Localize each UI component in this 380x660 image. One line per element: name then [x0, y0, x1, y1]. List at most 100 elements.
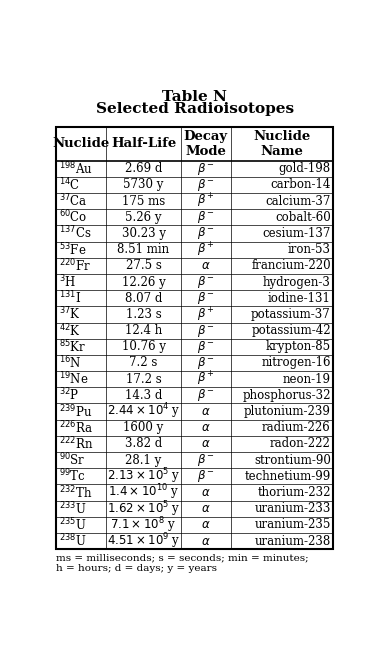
Text: $^{90}$Sr: $^{90}$Sr [59, 452, 85, 469]
Text: $^{37}$K: $^{37}$K [59, 306, 81, 323]
Text: 1600 y: 1600 y [124, 421, 164, 434]
Text: $^{238}$U: $^{238}$U [59, 533, 86, 550]
Text: iodine-131: iodine-131 [268, 292, 331, 305]
Text: $\alpha$: $\alpha$ [201, 502, 211, 515]
Text: nitrogen-16: nitrogen-16 [261, 356, 331, 370]
Text: 14.3 d: 14.3 d [125, 389, 162, 402]
Text: neon-19: neon-19 [283, 373, 331, 385]
Text: $\beta^-$: $\beta^-$ [197, 339, 215, 355]
Text: 2.69 d: 2.69 d [125, 162, 162, 175]
Text: radium-226: radium-226 [262, 421, 331, 434]
Text: potassium-37: potassium-37 [251, 308, 331, 321]
Text: $^{239}$Pu: $^{239}$Pu [59, 403, 92, 420]
Text: 1.23 s: 1.23 s [126, 308, 162, 321]
Text: cesium-137: cesium-137 [263, 227, 331, 240]
Text: phosphorus-32: phosphorus-32 [242, 389, 331, 402]
Text: $\alpha$: $\alpha$ [201, 405, 211, 418]
Text: $\alpha$: $\alpha$ [201, 421, 211, 434]
Text: Selected Radioisotopes: Selected Radioisotopes [96, 102, 294, 116]
Text: Table N: Table N [162, 90, 227, 104]
Text: 27.5 s: 27.5 s [126, 259, 162, 273]
Text: 17.2 s: 17.2 s [126, 373, 162, 385]
Text: $^{85}$Kr: $^{85}$Kr [59, 339, 86, 355]
Text: $^{53}$Fe: $^{53}$Fe [59, 242, 86, 258]
Text: ms = milliseconds; s = seconds; min = minutes;
h = hours; d = days; y = years: ms = milliseconds; s = seconds; min = mi… [56, 553, 309, 573]
Text: $\alpha$: $\alpha$ [201, 535, 211, 548]
Text: 5730 y: 5730 y [124, 178, 164, 191]
Text: krypton-85: krypton-85 [266, 341, 331, 353]
Text: gold-198: gold-198 [279, 162, 331, 175]
Text: $\beta^-$: $\beta^-$ [197, 323, 215, 339]
Text: $\beta^-$: $\beta^-$ [197, 387, 215, 403]
Text: $\beta^-$: $\beta^-$ [197, 452, 215, 468]
Text: 175 ms: 175 ms [122, 195, 165, 207]
Text: plutonium-239: plutonium-239 [244, 405, 331, 418]
Text: 12.26 y: 12.26 y [122, 275, 165, 288]
Text: $^{131}$I: $^{131}$I [59, 290, 81, 306]
Text: strontium-90: strontium-90 [254, 453, 331, 467]
Text: 12.4 h: 12.4 h [125, 324, 162, 337]
Text: $^{32}$P: $^{32}$P [59, 387, 79, 404]
Bar [56, 127, 333, 549]
Text: $2.13 \times 10^5$ y: $2.13 \times 10^5$ y [107, 467, 180, 486]
Text: $\alpha$: $\alpha$ [201, 438, 211, 451]
Text: $^{232}$Th: $^{232}$Th [59, 484, 92, 501]
Text: $^{14}$C: $^{14}$C [59, 176, 80, 193]
Text: thorium-232: thorium-232 [257, 486, 331, 499]
Text: $^{99}$Tc: $^{99}$Tc [59, 468, 86, 484]
Text: Decay
Mode: Decay Mode [184, 130, 228, 158]
Text: 7.2 s: 7.2 s [129, 356, 158, 370]
Text: $\beta^-$: $\beta^-$ [197, 355, 215, 371]
Text: $\beta^+$: $\beta^+$ [197, 370, 215, 388]
Text: $^{42}$K: $^{42}$K [59, 322, 81, 339]
Text: calcium-37: calcium-37 [266, 195, 331, 207]
Text: $2.44 \times 10^4$ y: $2.44 \times 10^4$ y [107, 402, 180, 421]
Text: $^{226}$Ra: $^{226}$Ra [59, 420, 92, 436]
Text: $4.51 \times 10^9$ y: $4.51 \times 10^9$ y [107, 531, 180, 551]
Text: $\beta^+$: $\beta^+$ [197, 240, 215, 259]
Text: 3.82 d: 3.82 d [125, 438, 162, 451]
Text: $\beta^-$: $\beta^-$ [197, 290, 215, 306]
Text: $^{37}$Ca: $^{37}$Ca [59, 193, 87, 209]
Text: potassium-42: potassium-42 [251, 324, 331, 337]
Text: $^{137}$Cs: $^{137}$Cs [59, 225, 91, 242]
Text: $^{233}$U: $^{233}$U [59, 500, 86, 517]
Text: $\beta^-$: $\beta^-$ [197, 226, 215, 242]
Text: $^{60}$Co: $^{60}$Co [59, 209, 87, 226]
Text: uranium-235: uranium-235 [255, 519, 331, 531]
Text: carbon-14: carbon-14 [271, 178, 331, 191]
Text: 30.23 y: 30.23 y [122, 227, 166, 240]
Text: $\beta^+$: $\beta^+$ [197, 192, 215, 210]
Text: 10.76 y: 10.76 y [122, 341, 166, 353]
Text: hydrogen-3: hydrogen-3 [263, 275, 331, 288]
Text: uranium-233: uranium-233 [255, 502, 331, 515]
Text: $^{3}$H: $^{3}$H [59, 274, 76, 290]
Text: $^{19}$Ne: $^{19}$Ne [59, 371, 88, 387]
Text: $\beta^+$: $\beta^+$ [197, 306, 215, 323]
Text: $^{222}$Rn: $^{222}$Rn [59, 436, 93, 452]
Text: $\beta^-$: $\beta^-$ [197, 160, 215, 177]
Text: Nuclide
Name: Nuclide Name [253, 130, 310, 158]
Text: $\beta^-$: $\beta^-$ [197, 209, 215, 225]
Text: $^{220}$Fr: $^{220}$Fr [59, 257, 90, 274]
Text: cobalt-60: cobalt-60 [275, 211, 331, 224]
Text: iron-53: iron-53 [288, 243, 331, 256]
Text: $\alpha$: $\alpha$ [201, 486, 211, 499]
Text: $\beta^-$: $\beta^-$ [197, 469, 215, 484]
Text: Half-Life: Half-Life [111, 137, 176, 150]
Text: $\alpha$: $\alpha$ [201, 519, 211, 531]
Text: 8.07 d: 8.07 d [125, 292, 162, 305]
Text: $\beta^-$: $\beta^-$ [197, 274, 215, 290]
Text: Nuclide: Nuclide [52, 137, 110, 150]
Text: francium-220: francium-220 [251, 259, 331, 273]
Text: $\alpha$: $\alpha$ [201, 259, 211, 273]
Text: radon-222: radon-222 [270, 438, 331, 451]
Text: $1.4 \times 10^{10}$ y: $1.4 \times 10^{10}$ y [108, 482, 179, 502]
Text: $\beta^-$: $\beta^-$ [197, 177, 215, 193]
Text: 8.51 min: 8.51 min [117, 243, 169, 256]
Text: $^{235}$U: $^{235}$U [59, 517, 86, 533]
Text: uranium-238: uranium-238 [255, 535, 331, 548]
Text: 5.26 y: 5.26 y [125, 211, 162, 224]
Text: technetium-99: technetium-99 [245, 470, 331, 483]
Text: $1.62 \times 10^5$ y: $1.62 \times 10^5$ y [107, 499, 180, 519]
